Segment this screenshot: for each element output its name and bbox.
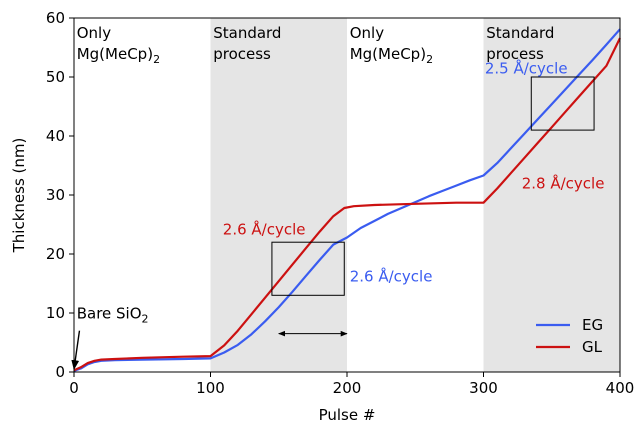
region-label-2-line-2: process	[213, 45, 271, 63]
y-tick-label-20: 20	[46, 245, 65, 263]
shaded-region-1	[210, 18, 347, 372]
series-line-eg	[73, 28, 621, 372]
region-label-4-line-2: process	[486, 45, 544, 63]
x-tick-label-300: 300	[469, 379, 498, 397]
y-tick-label-40: 40	[46, 127, 65, 145]
annotation-4: 2.8 Å/cycle	[522, 174, 605, 193]
annotation-3: 2.5 Å/cycle	[485, 58, 568, 77]
region-label-1-line-2: Mg(MeCp)2	[77, 45, 160, 66]
x-tick-label-400: 400	[606, 379, 634, 397]
region-label-1-line-1: Only	[77, 24, 111, 42]
y-axis-label: Thickness (nm)	[10, 138, 28, 254]
slope-box-2	[530, 76, 595, 131]
x-tick-label-200: 200	[333, 379, 362, 397]
slope-box-1	[271, 241, 345, 296]
x-tick-label-100: 100	[196, 379, 225, 397]
region-label-3-line-1: Only	[350, 24, 384, 42]
x-axis-label: Pulse #	[319, 406, 376, 424]
legend-label-gl: GL	[582, 338, 603, 356]
region-label-3-line-2: Mg(MeCp)2	[350, 45, 433, 66]
annotation-1: 2.6 Å/cycle	[223, 220, 306, 239]
annotation-5: Bare SiO2	[77, 304, 149, 325]
bare-sio2-arrow	[71, 330, 81, 371]
y-tick-label-30: 30	[46, 186, 65, 204]
legend-label-eg: EG	[582, 316, 603, 334]
y-tick-label-50: 50	[46, 68, 65, 86]
region-label-4-line-1: Standard	[486, 24, 554, 42]
series-line-gl	[73, 37, 621, 372]
region-label-2-line-1: Standard	[213, 24, 281, 42]
y-tick-label-60: 60	[46, 9, 65, 27]
x-tick-label-0: 0	[69, 379, 79, 397]
annotation-2: 2.6 Å/cycle	[350, 267, 433, 286]
y-tick-label-10: 10	[46, 304, 65, 322]
y-tick-label-0: 0	[55, 363, 65, 381]
